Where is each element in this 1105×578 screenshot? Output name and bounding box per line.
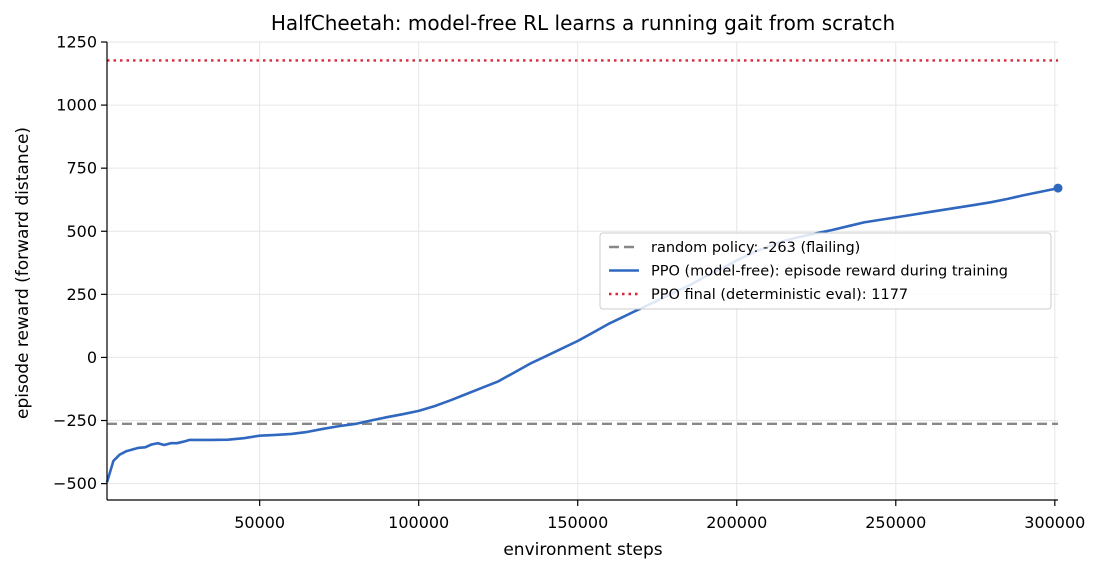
y-tick-label: −500 bbox=[53, 474, 97, 493]
x-tick-label: 250000 bbox=[865, 513, 926, 532]
x-tick-label: 200000 bbox=[706, 513, 767, 532]
x-axis-label: environment steps bbox=[503, 540, 662, 560]
legend-label: random policy: -263 (flailing) bbox=[651, 240, 860, 256]
series-layer bbox=[105, 183, 1063, 483]
x-tick-label: 100000 bbox=[388, 513, 449, 532]
y-tick-label: 750 bbox=[66, 159, 97, 178]
legend-label: PPO final (deterministic eval): 1177 bbox=[651, 287, 908, 303]
y-tick-label: 1000 bbox=[56, 96, 97, 115]
y-tick-label: 1250 bbox=[56, 33, 97, 52]
y-tick-label: 500 bbox=[66, 222, 97, 241]
axes-layer: 50000 100000 150000 200000 250000 300000 −500 −… bbox=[53, 33, 1085, 533]
legend: random policy: -263 (flailing) PPO (model… bbox=[599, 232, 1052, 310]
y-tick-label: 0 bbox=[87, 348, 97, 367]
series-end-marker bbox=[1053, 183, 1063, 193]
x-tick-label: 50000 bbox=[234, 513, 285, 532]
y-tick-label: 250 bbox=[66, 285, 97, 304]
reference-lines-layer bbox=[107, 59, 1058, 425]
y-tick-label: −250 bbox=[53, 411, 97, 430]
legend-box bbox=[599, 232, 1052, 310]
legend-label: PPO (model-free): episode reward during … bbox=[651, 264, 1008, 280]
y-axis-label: episode reward (forward distance) bbox=[13, 127, 33, 419]
chart-title: HalfCheetah: model-free RL learns a runn… bbox=[271, 11, 895, 35]
x-tick-label: 300000 bbox=[1024, 513, 1085, 532]
x-tick-label: 150000 bbox=[547, 513, 608, 532]
series-line bbox=[105, 186, 1059, 483]
